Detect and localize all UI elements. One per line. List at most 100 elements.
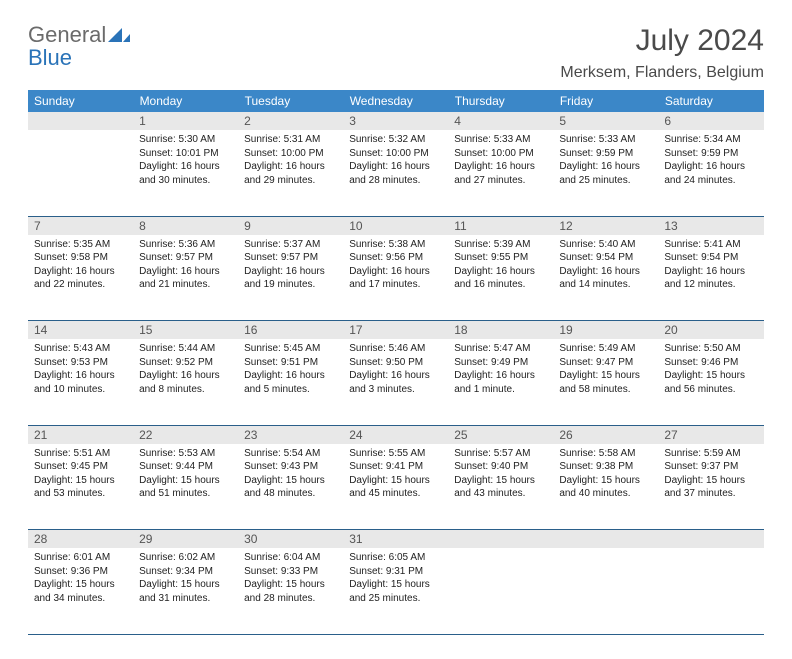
daylight-text-2: and 21 minutes. bbox=[139, 278, 232, 292]
sunrise-text: Sunrise: 5:39 AM bbox=[454, 238, 547, 252]
day-number: 11 bbox=[448, 217, 553, 235]
sunset-text: Sunset: 9:53 PM bbox=[34, 356, 127, 370]
sunrise-text: Sunrise: 5:37 AM bbox=[244, 238, 337, 252]
day-number: 17 bbox=[343, 321, 448, 339]
day-info: Sunrise: 5:59 AMSunset: 9:37 PMDaylight:… bbox=[658, 444, 763, 507]
empty-day bbox=[658, 530, 763, 548]
sunset-text: Sunset: 9:47 PM bbox=[559, 356, 652, 370]
day-number: 20 bbox=[658, 321, 763, 339]
daylight-text-1: Daylight: 16 hours bbox=[139, 369, 232, 383]
daylight-text-2: and 22 minutes. bbox=[34, 278, 127, 292]
daylight-text-1: Daylight: 15 hours bbox=[559, 369, 652, 383]
day-info: Sunrise: 5:46 AMSunset: 9:50 PMDaylight:… bbox=[343, 339, 448, 402]
col-wednesday: Wednesday bbox=[343, 90, 448, 112]
daylight-text-1: Daylight: 16 hours bbox=[139, 160, 232, 174]
daylight-text-2: and 56 minutes. bbox=[664, 383, 757, 397]
daylight-text-1: Daylight: 16 hours bbox=[454, 265, 547, 279]
day-number: 29 bbox=[133, 530, 238, 548]
daylight-text-1: Daylight: 15 hours bbox=[139, 474, 232, 488]
sunrise-text: Sunrise: 6:05 AM bbox=[349, 551, 442, 565]
day-number: 6 bbox=[658, 112, 763, 130]
day-info: Sunrise: 5:41 AMSunset: 9:54 PMDaylight:… bbox=[658, 235, 763, 298]
day-number: 18 bbox=[448, 321, 553, 339]
sunset-text: Sunset: 10:00 PM bbox=[244, 147, 337, 161]
daynum-row: 14151617181920 bbox=[28, 321, 764, 340]
daylight-text-1: Daylight: 15 hours bbox=[244, 578, 337, 592]
day-number: 23 bbox=[238, 426, 343, 444]
daylight-text-1: Daylight: 16 hours bbox=[664, 265, 757, 279]
empty-day bbox=[448, 530, 553, 548]
col-sunday: Sunday bbox=[28, 90, 133, 112]
sunrise-text: Sunrise: 5:40 AM bbox=[559, 238, 652, 252]
day-info: Sunrise: 5:50 AMSunset: 9:46 PMDaylight:… bbox=[658, 339, 763, 402]
daycell-row: Sunrise: 5:51 AMSunset: 9:45 PMDaylight:… bbox=[28, 444, 764, 530]
daylight-text-2: and 17 minutes. bbox=[349, 278, 442, 292]
location-text: Merksem, Flanders, Belgium bbox=[560, 64, 764, 82]
daylight-text-2: and 51 minutes. bbox=[139, 487, 232, 501]
daylight-text-1: Daylight: 16 hours bbox=[34, 265, 127, 279]
day-info: Sunrise: 5:53 AMSunset: 9:44 PMDaylight:… bbox=[133, 444, 238, 507]
daylight-text-2: and 25 minutes. bbox=[349, 592, 442, 606]
sunrise-text: Sunrise: 5:38 AM bbox=[349, 238, 442, 252]
logo-part1: General bbox=[28, 22, 106, 47]
daynum-row: 123456 bbox=[28, 112, 764, 130]
daylight-text-1: Daylight: 15 hours bbox=[349, 578, 442, 592]
sunset-text: Sunset: 9:50 PM bbox=[349, 356, 442, 370]
day-number: 28 bbox=[28, 530, 133, 548]
day-number: 15 bbox=[133, 321, 238, 339]
daylight-text-1: Daylight: 16 hours bbox=[244, 265, 337, 279]
day-number: 26 bbox=[553, 426, 658, 444]
day-info: Sunrise: 5:54 AMSunset: 9:43 PMDaylight:… bbox=[238, 444, 343, 507]
daylight-text-1: Daylight: 16 hours bbox=[244, 369, 337, 383]
day-info: Sunrise: 5:43 AMSunset: 9:53 PMDaylight:… bbox=[28, 339, 133, 402]
daylight-text-2: and 3 minutes. bbox=[349, 383, 442, 397]
daylight-text-2: and 37 minutes. bbox=[664, 487, 757, 501]
day-info: Sunrise: 5:33 AMSunset: 9:59 PMDaylight:… bbox=[553, 130, 658, 193]
day-info: Sunrise: 5:58 AMSunset: 9:38 PMDaylight:… bbox=[553, 444, 658, 507]
sunset-text: Sunset: 9:54 PM bbox=[664, 251, 757, 265]
sunrise-text: Sunrise: 5:50 AM bbox=[664, 342, 757, 356]
daylight-text-1: Daylight: 16 hours bbox=[34, 369, 127, 383]
daylight-text-1: Daylight: 15 hours bbox=[34, 474, 127, 488]
daylight-text-2: and 5 minutes. bbox=[244, 383, 337, 397]
daylight-text-2: and 28 minutes. bbox=[244, 592, 337, 606]
sunrise-text: Sunrise: 5:59 AM bbox=[664, 447, 757, 461]
daylight-text-2: and 34 minutes. bbox=[34, 592, 127, 606]
daylight-text-2: and 40 minutes. bbox=[559, 487, 652, 501]
daylight-text-2: and 30 minutes. bbox=[139, 174, 232, 188]
sunset-text: Sunset: 9:45 PM bbox=[34, 460, 127, 474]
daylight-text-1: Daylight: 16 hours bbox=[349, 265, 442, 279]
daylight-text-2: and 16 minutes. bbox=[454, 278, 547, 292]
day-number: 4 bbox=[448, 112, 553, 130]
daylight-text-1: Daylight: 15 hours bbox=[34, 578, 127, 592]
day-info: Sunrise: 5:34 AMSunset: 9:59 PMDaylight:… bbox=[658, 130, 763, 193]
day-info: Sunrise: 6:04 AMSunset: 9:33 PMDaylight:… bbox=[238, 548, 343, 611]
day-number: 21 bbox=[28, 426, 133, 444]
sunset-text: Sunset: 9:57 PM bbox=[139, 251, 232, 265]
sunset-text: Sunset: 9:36 PM bbox=[34, 565, 127, 579]
sunset-text: Sunset: 9:31 PM bbox=[349, 565, 442, 579]
sunset-text: Sunset: 9:33 PM bbox=[244, 565, 337, 579]
day-info: Sunrise: 5:36 AMSunset: 9:57 PMDaylight:… bbox=[133, 235, 238, 298]
day-number: 25 bbox=[448, 426, 553, 444]
sunrise-text: Sunrise: 6:01 AM bbox=[34, 551, 127, 565]
sunrise-text: Sunrise: 5:32 AM bbox=[349, 133, 442, 147]
logo-text-block: General Blue bbox=[28, 24, 130, 70]
daycell-row: Sunrise: 5:30 AMSunset: 10:01 PMDaylight… bbox=[28, 130, 764, 216]
daynum-row: 21222324252627 bbox=[28, 425, 764, 444]
daylight-text-1: Daylight: 15 hours bbox=[349, 474, 442, 488]
daycell-row: Sunrise: 5:43 AMSunset: 9:53 PMDaylight:… bbox=[28, 339, 764, 425]
sunset-text: Sunset: 10:00 PM bbox=[454, 147, 547, 161]
sunrise-text: Sunrise: 5:57 AM bbox=[454, 447, 547, 461]
day-number: 2 bbox=[238, 112, 343, 130]
sunset-text: Sunset: 9:40 PM bbox=[454, 460, 547, 474]
sunrise-text: Sunrise: 5:58 AM bbox=[559, 447, 652, 461]
day-number: 9 bbox=[238, 217, 343, 235]
daylight-text-2: and 8 minutes. bbox=[139, 383, 232, 397]
daylight-text-1: Daylight: 15 hours bbox=[454, 474, 547, 488]
daylight-text-2: and 45 minutes. bbox=[349, 487, 442, 501]
day-number: 30 bbox=[238, 530, 343, 548]
sunset-text: Sunset: 10:00 PM bbox=[349, 147, 442, 161]
header: General Blue July 2024 Merksem, Flanders… bbox=[28, 24, 764, 82]
daylight-text-2: and 43 minutes. bbox=[454, 487, 547, 501]
